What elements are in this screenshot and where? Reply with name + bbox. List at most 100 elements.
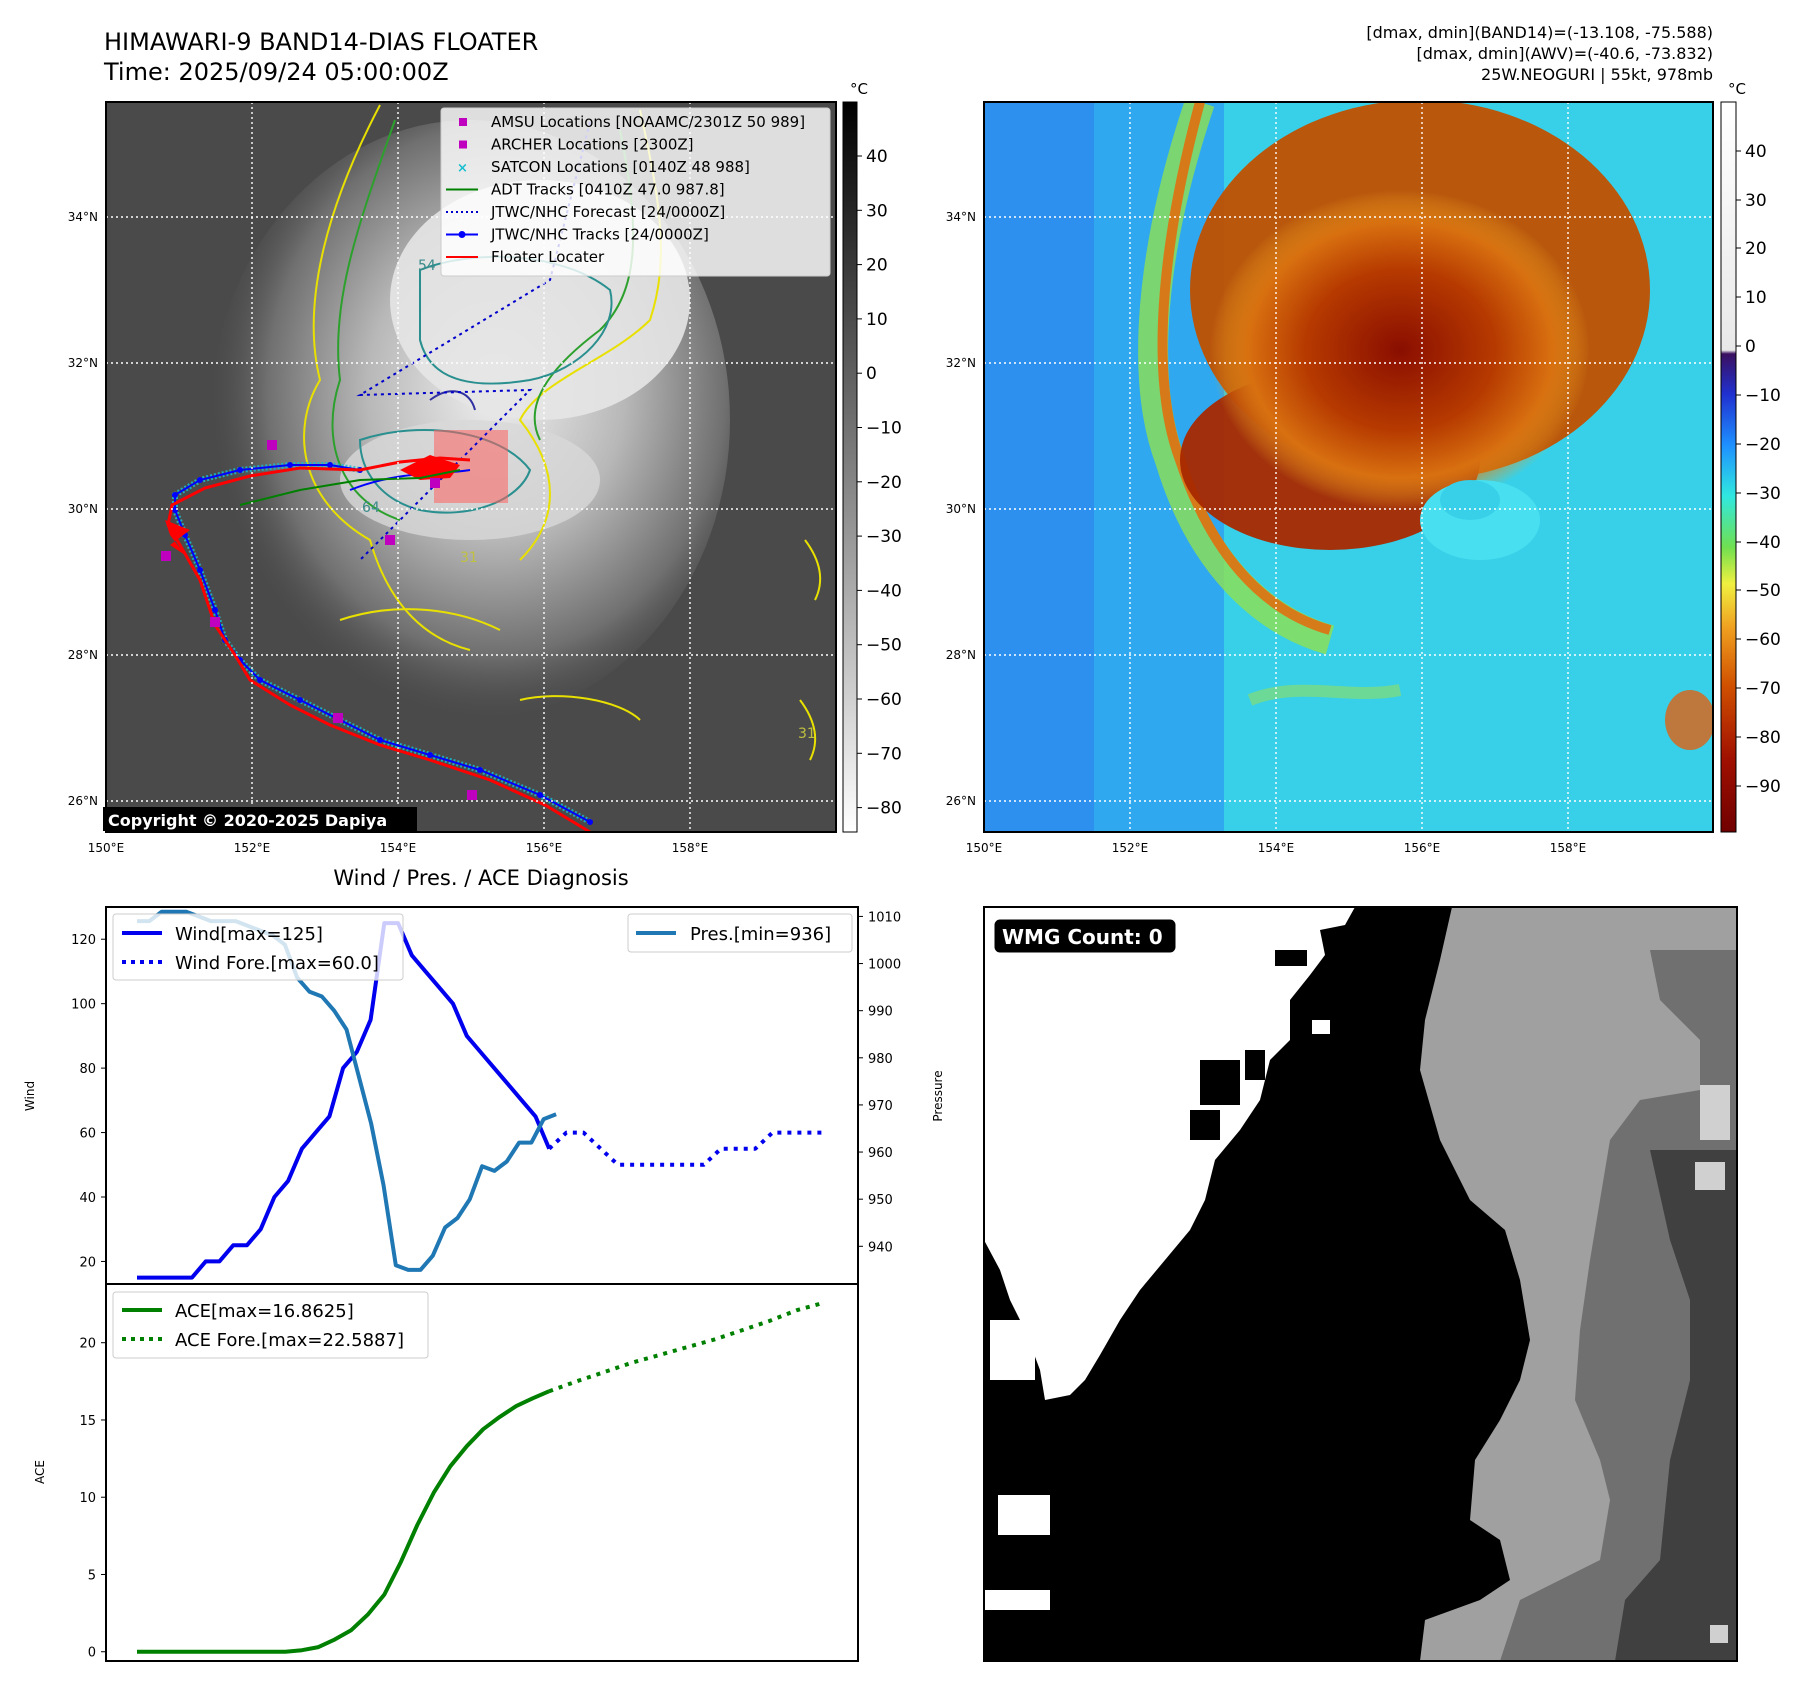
wind-tick-label: 40 <box>79 1191 96 1206</box>
best-track-point <box>427 752 433 758</box>
ir-colorbar-label: −50 <box>866 636 902 656</box>
contour-label: 31 <box>460 550 478 566</box>
wind-tick-label: 60 <box>79 1127 96 1142</box>
diag-title: Wind / Pres. / ACE Diagnosis <box>333 866 628 890</box>
awv-colorbar-label: 10 <box>1745 288 1767 308</box>
archer-marker <box>161 551 171 561</box>
ir-colorbar-label: −30 <box>866 527 902 547</box>
ir-colorbar-label: −60 <box>866 690 902 710</box>
archer-marker <box>267 440 277 450</box>
legend-marker <box>459 140 467 149</box>
ir-colorbar-label: −80 <box>866 799 902 819</box>
lat-tick-label: 28°N <box>946 648 976 662</box>
wind-line <box>137 921 552 1280</box>
ir-colorbar-label: −20 <box>866 473 902 493</box>
best-track-point <box>197 567 203 573</box>
lon-tick-label: 152°E <box>1112 841 1149 855</box>
ace-axis-label: ACE <box>33 1460 47 1484</box>
ace-tick-label: 20 <box>79 1337 96 1352</box>
ir-colorbar-label: 10 <box>866 310 888 330</box>
wmg-dark-gray <box>1615 1150 1737 1661</box>
lon-tick-label: 154°E <box>1258 841 1295 855</box>
legend-marker <box>459 118 467 126</box>
ace-tick-label: 10 <box>79 1491 96 1506</box>
storm-info: 25W.NEOGURI | 55kt, 978mb <box>1481 65 1713 84</box>
pressure-legend: Pres.[min=936] <box>627 913 853 953</box>
ir-colorbar-label: 20 <box>866 256 888 276</box>
archer-marker <box>430 478 440 488</box>
archer-marker <box>333 713 343 723</box>
lon-tick-label: 150°E <box>88 841 125 855</box>
lon-tick-label: 152°E <box>234 841 271 855</box>
lon-tick-label: 150°E <box>966 841 1003 855</box>
awv-colorbar-label: −30 <box>1745 484 1781 504</box>
lat-tick-label: 30°N <box>68 502 98 516</box>
lon-tick-label: 156°E <box>526 841 563 855</box>
awv-colorbar-unit: °C <box>1728 80 1746 98</box>
pressure-tick-label: 940 <box>868 1240 893 1255</box>
legend-ace: ACE[max=16.8625] <box>175 1301 354 1322</box>
wind-forecast-line <box>547 1130 824 1167</box>
ace-legend: ACE[max=16.8625] ACE Fore.[max=22.5887] <box>112 1291 429 1359</box>
archer-marker <box>467 790 477 800</box>
lon-tick-label: 154°E <box>380 841 417 855</box>
awv-colorbar-label: −50 <box>1745 581 1781 601</box>
best-track-point <box>587 819 593 825</box>
best-track-point <box>237 467 243 473</box>
pressure-tick-label: 1000 <box>868 958 901 973</box>
ace-line <box>137 1389 550 1654</box>
awv-colorbar-label: 40 <box>1745 142 1767 162</box>
legend-label: Floater Locater <box>491 248 605 266</box>
ir-colorbar-label: 40 <box>866 147 888 167</box>
legend-pressure: Pres.[min=936] <box>690 924 831 945</box>
best-track-point <box>257 677 263 683</box>
wmg-count: WMG Count: 0 <box>1002 925 1163 949</box>
copyright-box <box>103 807 417 831</box>
legend-label: AMSU Locations [NOAAMC/2301Z 50 989] <box>491 113 805 131</box>
awv-colorbar-label: −10 <box>1745 386 1781 406</box>
awv-colorbar: °C 40 30 20 10 0 −10 −20 −30 −40 −50 −60 −70 −80 −90 <box>1720 80 1781 833</box>
contour-label: 54 <box>418 258 436 274</box>
figure-time: Time: 2025/09/24 05:00:00Z <box>103 58 449 86</box>
wmg-panel: WMG Count: 0 <box>983 906 1738 1662</box>
legend-label: ADT Tracks [0410Z 47.0 987.8] <box>491 181 725 199</box>
awv-colorbar-label: −40 <box>1745 533 1781 553</box>
awv-map: 150°E 152°E 154°E 156°E 158°E 34°N 32°N 30°N 28… <box>946 101 1714 855</box>
legend-label: JTWC/NHC Forecast [24/0000Z] <box>490 203 725 221</box>
awv-colorbar-label: −60 <box>1745 630 1781 650</box>
ir-colorbar: °C 40 30 20 10 0 −10 −20 −30 −40 −50 −60 −70 −80 <box>842 80 902 833</box>
wind-pressure-chart: Wind Pressure 20 40 60 80 100 120 940 950 960 97… <box>23 906 945 1285</box>
lat-tick-label: 32°N <box>68 356 98 370</box>
ir-colorbar-label: −10 <box>866 419 902 439</box>
legend-marker: × <box>457 161 468 176</box>
lat-tick-label: 32°N <box>946 356 976 370</box>
best-track-point <box>377 737 383 743</box>
ir-colorbar-label: −40 <box>866 581 902 601</box>
ace-tick-label: 5 <box>88 1568 96 1583</box>
figure-title: HIMAWARI-9 BAND14-DIAS FLOATER <box>104 28 538 56</box>
wind-axis-label: Wind <box>23 1081 37 1111</box>
archer-marker <box>210 617 220 627</box>
pressure-tick-label: 980 <box>868 1052 893 1067</box>
legend-marker <box>458 231 466 238</box>
wind-tick-label: 20 <box>79 1255 96 1270</box>
best-track-point <box>297 697 303 703</box>
legend-label: JTWC/NHC Tracks [24/0000Z] <box>490 226 709 244</box>
ir-colorbar-label: −70 <box>866 744 902 764</box>
awv-colorbar-label: −70 <box>1745 679 1781 699</box>
lat-tick-label: 30°N <box>946 502 976 516</box>
ir-map: 150°E 152°E 154°E 156°E 158°E 34°N 32°N 30°N 28… <box>68 101 837 855</box>
awv-colorbar-label: 20 <box>1745 239 1767 259</box>
lon-tick-label: 158°E <box>1550 841 1587 855</box>
ace-tick-label: 15 <box>79 1414 96 1429</box>
dmax-band14: [dmax, dmin](BAND14)=(-13.108, -75.588) <box>1366 23 1713 42</box>
lat-tick-label: 28°N <box>68 648 98 662</box>
best-track-point <box>197 477 203 483</box>
lat-tick-label: 34°N <box>68 210 98 224</box>
lat-tick-label: 34°N <box>946 210 976 224</box>
ace-forecast-line <box>548 1300 825 1394</box>
wind-tick-label: 80 <box>79 1062 96 1077</box>
awv-colorbar-label: −20 <box>1745 435 1781 455</box>
pressure-tick-label: 960 <box>868 1146 893 1161</box>
